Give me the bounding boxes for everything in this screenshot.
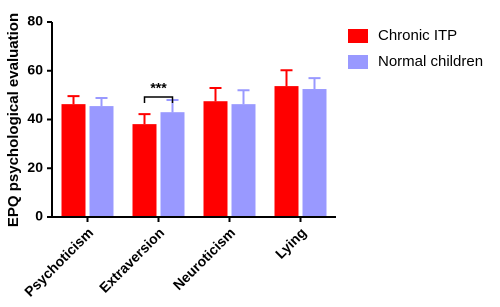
y-tick-label: 60 bbox=[27, 61, 43, 77]
error-bar bbox=[237, 89, 250, 105]
bar bbox=[61, 104, 86, 217]
error-bar bbox=[209, 87, 222, 102]
bar bbox=[89, 106, 114, 217]
y-tick-label: 80 bbox=[27, 13, 43, 29]
bar bbox=[302, 89, 327, 217]
y-tick-label: 20 bbox=[27, 159, 43, 175]
error-bar bbox=[138, 113, 151, 125]
error-bar bbox=[67, 95, 80, 105]
y-axis-title: EPQ psychological evaluation bbox=[5, 13, 22, 227]
annotation: *** bbox=[150, 80, 167, 96]
error-bar bbox=[95, 97, 108, 107]
legend-swatch bbox=[348, 29, 368, 43]
bar bbox=[203, 101, 228, 217]
bar bbox=[132, 124, 157, 217]
x-tick-label: Extraversion bbox=[96, 224, 167, 295]
error-bar bbox=[308, 77, 321, 90]
bar bbox=[231, 104, 256, 217]
x-tick-label: Lying bbox=[272, 224, 309, 261]
x-tick-label: Neuroticism bbox=[170, 224, 239, 293]
legend-label: Normal children bbox=[378, 53, 483, 70]
legend-label: Chronic ITP bbox=[378, 27, 457, 44]
bar bbox=[160, 112, 185, 217]
significance-bracket bbox=[143, 96, 174, 103]
error-bar bbox=[280, 69, 293, 87]
y-tick-label: 0 bbox=[35, 208, 43, 224]
bar bbox=[274, 86, 299, 217]
x-tick-label: Psychoticism bbox=[21, 224, 96, 299]
legend-swatch bbox=[348, 55, 368, 69]
y-tick-label: 40 bbox=[27, 110, 43, 126]
